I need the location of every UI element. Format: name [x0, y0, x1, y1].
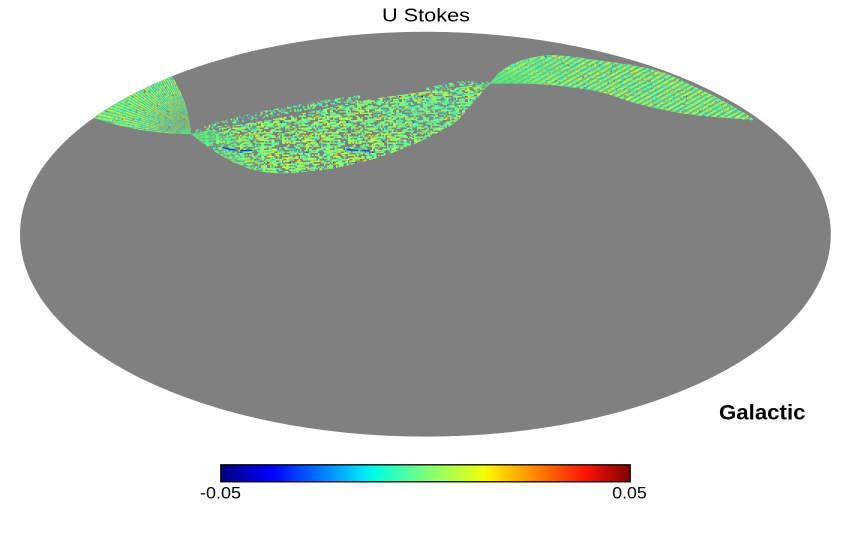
svg-text:0.05: 0.05 — [612, 484, 647, 503]
svg-text:U Stokes: U Stokes — [382, 5, 470, 26]
svg-text:-0.05: -0.05 — [200, 484, 241, 503]
svg-text:Galactic: Galactic — [719, 402, 806, 425]
